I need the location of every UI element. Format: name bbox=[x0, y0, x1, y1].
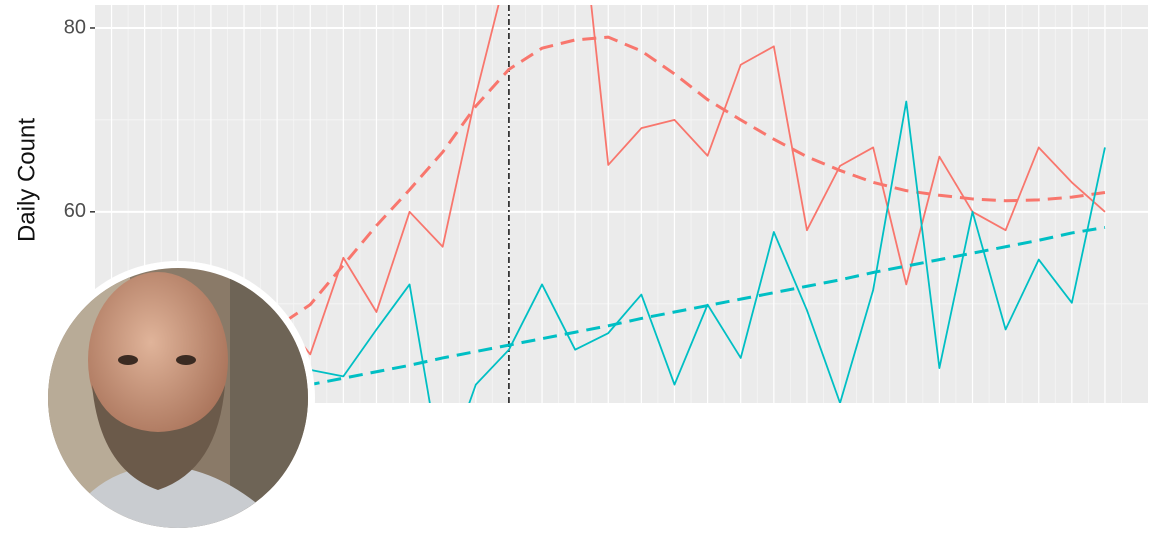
y-tick-label: 80 bbox=[64, 16, 86, 38]
trend-line bbox=[208, 225, 1106, 403]
y-axis-title: Daily Count bbox=[13, 118, 40, 242]
photo-eye bbox=[176, 355, 196, 365]
profile-photo bbox=[41, 261, 315, 535]
photo-head bbox=[88, 272, 228, 448]
photo-eye bbox=[118, 355, 138, 365]
photo-beard bbox=[92, 385, 225, 490]
y-tick-label: 60 bbox=[64, 200, 86, 222]
y-axis: 60 80 bbox=[64, 16, 95, 222]
